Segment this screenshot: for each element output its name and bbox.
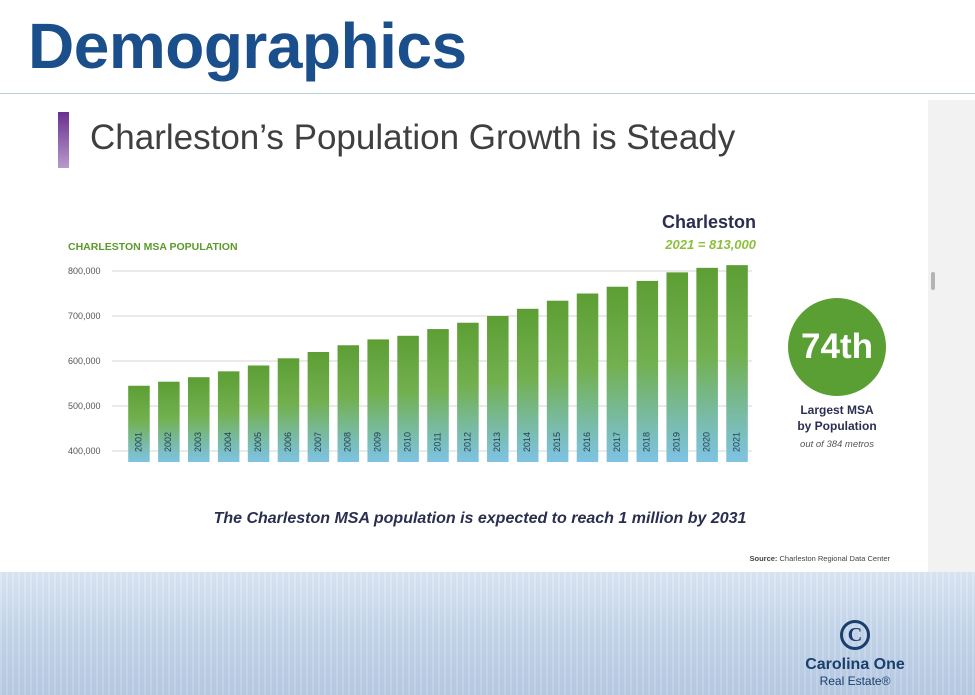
source-text: Charleston Regional Data Center [779,554,890,563]
chart-caption: The Charleston MSA population is expecte… [213,510,747,527]
title-divider [0,93,975,94]
bar-2015 [546,300,569,462]
x-tick-label: 2011 [432,432,442,451]
x-tick-label: 2001 [133,432,143,452]
bar-2019 [666,272,689,462]
bar-2004 [217,371,240,462]
y-tick-label: 500,000 [68,401,101,411]
rank-label-line1: Largest MSA [800,403,874,417]
bar-2006 [277,358,300,462]
bar-2002 [158,381,180,462]
bar-2016 [576,293,599,462]
x-tick-label: 2008 [343,432,353,452]
y-tick-label: 600,000 [68,356,101,366]
x-tick-label: 2003 [193,432,203,452]
x-tick-label: 2020 [702,432,712,452]
chart-label: CHARLESTON MSA POPULATION [68,241,238,253]
x-tick-label: 2012 [462,432,472,452]
x-tick-label: 2005 [253,432,263,452]
y-tick-label: 700,000 [68,311,101,321]
bar-2005 [247,365,270,462]
x-tick-label: 2021 [731,432,741,452]
x-tick-label: 2013 [492,432,502,452]
bar-2012 [457,322,479,462]
x-tick-label: 2015 [552,432,562,452]
scroll-thumb[interactable] [931,272,935,290]
x-tick-label: 2014 [522,432,532,452]
logo-subtitle: Real Estate® [819,674,891,688]
x-tick-label: 2018 [642,432,652,452]
callout-city: Charleston [661,212,756,232]
x-tick-label: 2010 [402,432,412,452]
logo-name: Carolina One [805,656,905,673]
slide-title: Charleston’s Population Growth is Steady [90,118,736,157]
bar-2011 [427,329,449,462]
slide-image: Charleston’s Population Growth is Steady… [40,100,928,572]
bar-2017 [606,286,629,462]
y-tick-label: 800,000 [68,266,101,276]
bar-2003 [187,377,210,462]
scroll-track[interactable] [928,100,975,572]
bar-2007 [307,352,330,462]
source-prefix: Source: [749,554,778,563]
callout-value: 2021 = 813,000 [665,237,756,252]
title-accent-bar [58,112,69,168]
page-title: Demographics [28,10,467,82]
y-tick-label: 400,000 [68,446,101,456]
x-tick-label: 2019 [672,432,682,452]
x-tick-label: 2002 [163,432,173,452]
rank-label: Largest MSA by Population [770,402,904,434]
x-tick-label: 2016 [582,432,592,452]
source-note: Source: Charleston Regional Data Center [580,554,890,563]
x-tick-label: 2004 [223,432,233,452]
rank-subtext: out of 384 metros [800,439,874,450]
x-tick-label: 2007 [313,432,323,452]
rank-label-line2: by Population [797,419,877,433]
bar-2001 [128,385,150,462]
x-tick-label: 2017 [612,432,622,452]
copyright-logo-icon: C [840,620,870,650]
footer-band [0,572,975,695]
bar-2009 [367,339,389,462]
bar-2008 [337,345,360,462]
bar-2021 [726,265,748,462]
bar-2018 [636,280,659,462]
rank-badge: 74th [788,298,886,396]
bar-2014 [516,308,539,462]
bar-2010 [397,335,419,462]
x-tick-label: 2006 [283,432,293,452]
x-tick-label: 2009 [373,432,383,452]
bar-2020 [696,267,718,462]
bar-2013 [487,316,509,462]
population-bar-chart: 400,000 500,000 600,000 700,000 800,000 2001 2… [68,265,752,462]
